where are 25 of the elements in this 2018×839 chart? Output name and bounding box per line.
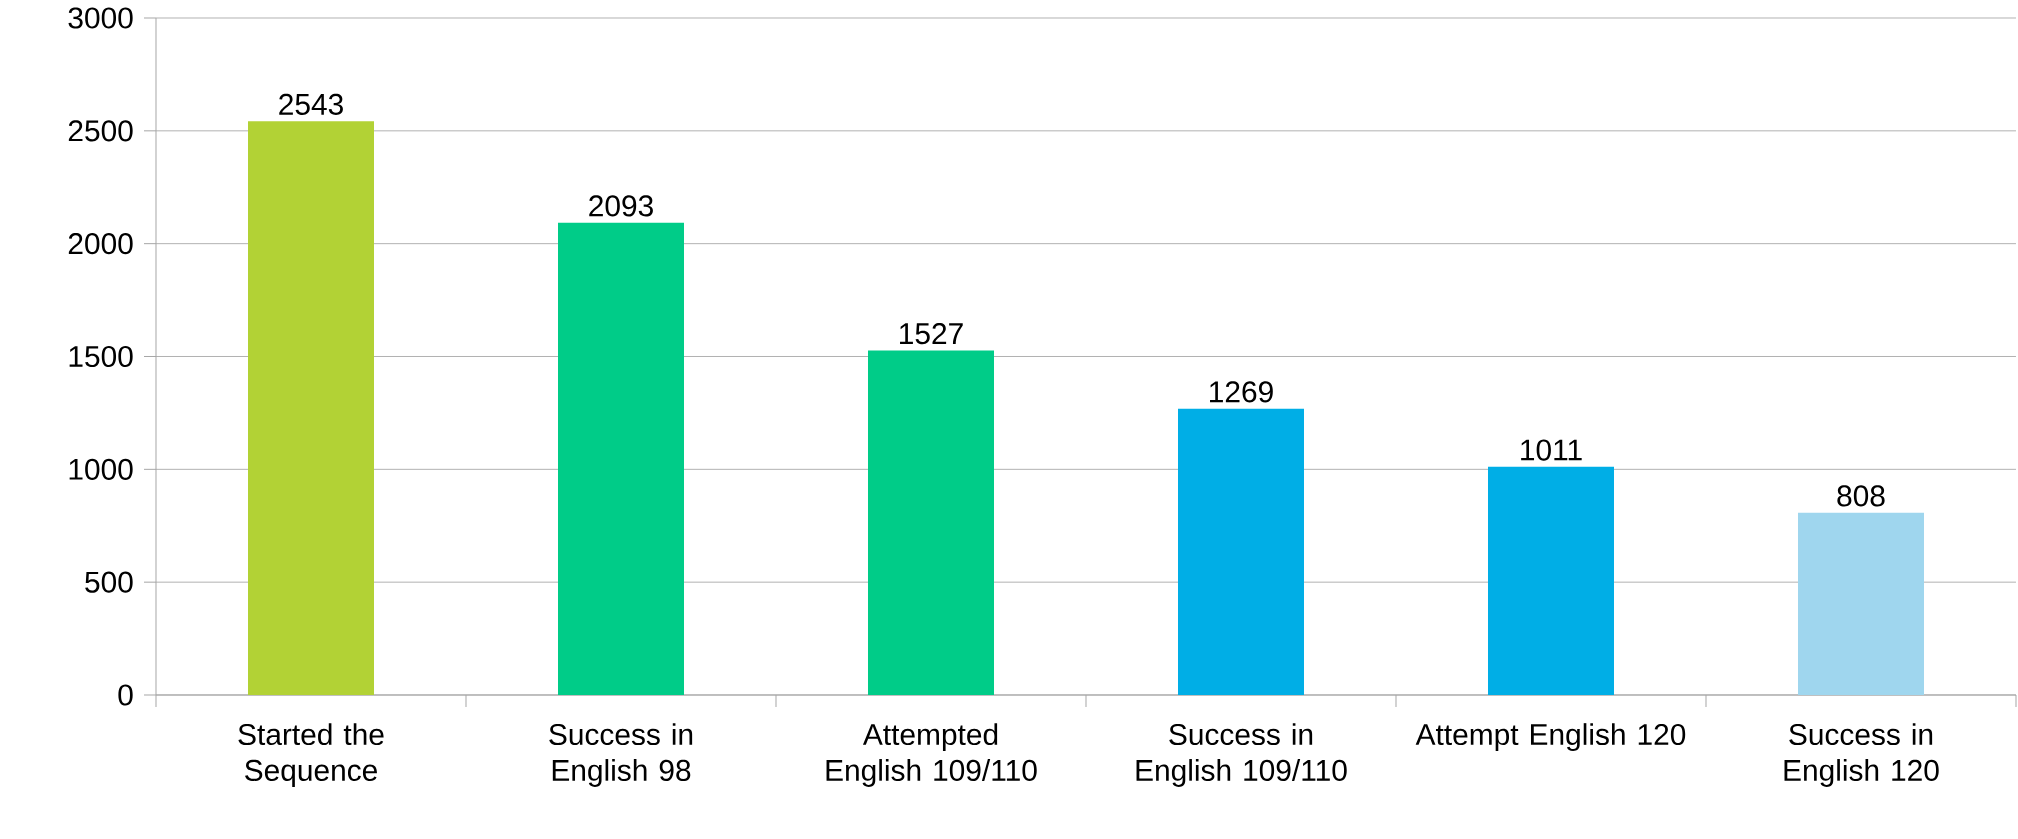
bar [1178, 408, 1304, 695]
y-tick-label: 500 [85, 571, 133, 593]
y-tick-label: 2000 [68, 233, 133, 255]
data-label: 2093 [589, 195, 653, 217]
bar [248, 121, 374, 695]
bar [868, 350, 994, 695]
x-tick-label: Attempt English 120 [1415, 723, 1686, 752]
x-tick-label: Success in English 98 [549, 723, 693, 787]
x-tick-label: Success in English 109/110 [1136, 723, 1347, 787]
y-tick-label: 1000 [69, 458, 133, 480]
data-label: 1269 [1210, 381, 1273, 403]
x-tick-label: Success in English 120 [1784, 723, 1939, 787]
x-tick-label: Attempted English 109/110 [826, 723, 1037, 787]
y-tick-label: 0 [118, 684, 133, 706]
x-tick-label: Started the Sequence [238, 723, 384, 787]
data-label: 2543 [279, 93, 343, 115]
bar [558, 222, 684, 695]
data-label: 1011 [1521, 439, 1582, 461]
bar [1797, 512, 1924, 695]
y-tick-label: 3000 [68, 7, 133, 29]
data-label: 808 [1837, 485, 1885, 507]
bar [1488, 466, 1614, 695]
data-label: 1527 [900, 323, 963, 345]
y-tick-label: 2500 [68, 120, 133, 142]
y-tick-label: 1500 [69, 345, 133, 368]
